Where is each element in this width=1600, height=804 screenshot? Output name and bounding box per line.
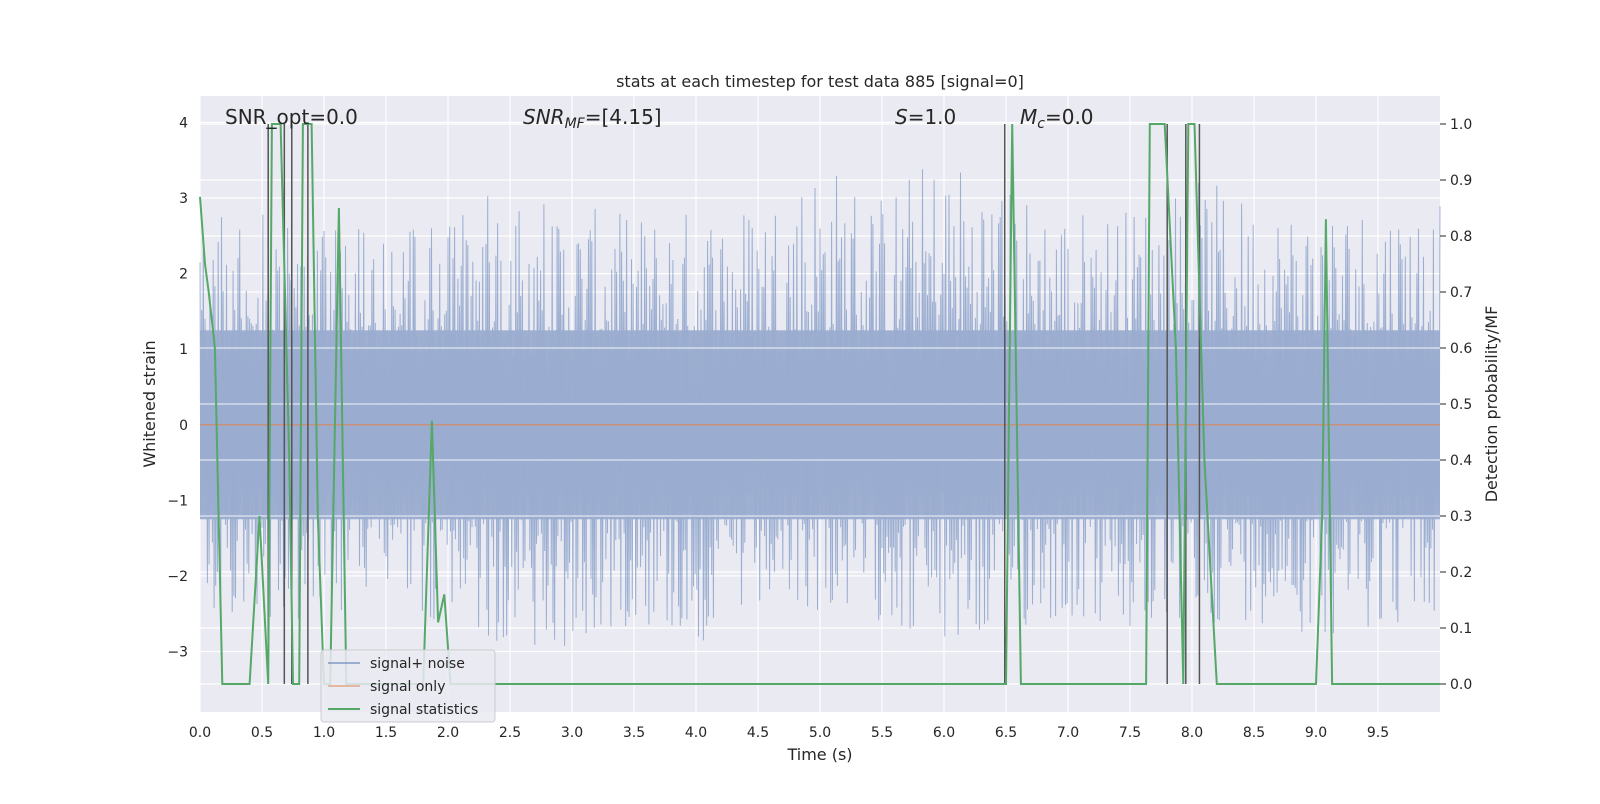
x-tick-label: 7.0 (1057, 725, 1079, 741)
x-tick-label: 3.0 (561, 725, 583, 741)
y-tick-label: 4 (179, 115, 188, 131)
y-tick-label: −2 (167, 569, 188, 585)
y-tick-label: 3 (179, 191, 188, 207)
y2-tick-labels: 0.0 0.1 0.2 0.3 0.4 0.5 0.6 0.7 0.8 0.9 1.0 (1440, 117, 1472, 693)
x-tick-label: 9.5 (1367, 725, 1389, 741)
y-tick-label: 1 (179, 342, 188, 358)
x-axis-label: Time (s) (786, 745, 852, 764)
x-tick-label: 5.0 (809, 725, 831, 741)
annotation-mc: Mc=0.0 (1020, 105, 1094, 132)
x-tick-label: 1.5 (375, 725, 397, 741)
y2-tick-label: 1.0 (1450, 117, 1472, 133)
y2-axis-label: Detection probability/MF (1482, 306, 1501, 503)
annotation-snr-mf: SNRMF=[4.15] (523, 105, 662, 132)
x-tick-label: 2.0 (437, 725, 459, 741)
signal-statistics-line (199, 123, 1440, 685)
legend-label-signal-noise: signal+ noise (370, 656, 465, 672)
y2-tick-label: 0.4 (1450, 453, 1472, 469)
y2-tick-label: 0.6 (1450, 341, 1472, 357)
x-tick-label: 7.5 (1119, 725, 1141, 741)
y2-tick-label: 0.3 (1450, 509, 1472, 525)
x-tick-labels: 0.0 0.5 1.0 1.5 2.0 2.5 3.0 3.5 4.0 4.5 5.0 5.5 6.0 6… (189, 725, 1389, 741)
y2-tick-label: 0.7 (1450, 285, 1472, 301)
x-tick-label: 6.5 (995, 725, 1017, 741)
y2-tick-label: 0.8 (1450, 229, 1472, 245)
x-tick-label: 1.0 (313, 725, 335, 741)
y-axis-label: Whitened strain (140, 340, 159, 467)
y2-tick-label: 0.9 (1450, 173, 1472, 189)
y-tick-label: −3 (167, 645, 188, 661)
chart-title: stats at each timestep for test data 885… (616, 72, 1024, 91)
x-tick-label: 9.0 (1305, 725, 1327, 741)
x-tick-label: 0.5 (251, 725, 273, 741)
y2-tick-label: 0.2 (1450, 565, 1472, 581)
y-tick-labels: −3 −2 −1 0 1 2 3 4 (167, 115, 188, 660)
annotation-snr-opt: SNR_opt=0.0 (225, 105, 358, 129)
legend: signal+ noise signal only signal statist… (320, 649, 496, 723)
y2-tick-label: 0.0 (1450, 677, 1472, 693)
legend-label-signal-only: signal only (370, 679, 445, 695)
y-tick-label: −1 (167, 493, 188, 509)
x-tick-label: 4.5 (747, 725, 769, 741)
legend-box (320, 649, 496, 723)
x-tick-label: 4.0 (685, 725, 707, 741)
signal-statistics-series (199, 123, 1440, 685)
x-tick-label: 2.5 (499, 725, 521, 741)
annotation-s: S=1.0 (895, 105, 956, 129)
y-tick-label: 2 (179, 267, 188, 283)
legend-label-signal-statistics: signal statistics (370, 702, 478, 718)
y2-tick-label: 0.1 (1450, 621, 1472, 637)
y-tick-label: 0 (179, 418, 188, 434)
x-tick-label: 8.5 (1243, 725, 1265, 741)
y2-tick-label: 0.5 (1450, 397, 1472, 413)
x-tick-label: 3.5 (623, 725, 645, 741)
x-tick-label: 5.5 (871, 725, 893, 741)
x-tick-label: 6.0 (933, 725, 955, 741)
x-tick-label: 8.0 (1181, 725, 1203, 741)
x-tick-label: 0.0 (189, 725, 211, 741)
